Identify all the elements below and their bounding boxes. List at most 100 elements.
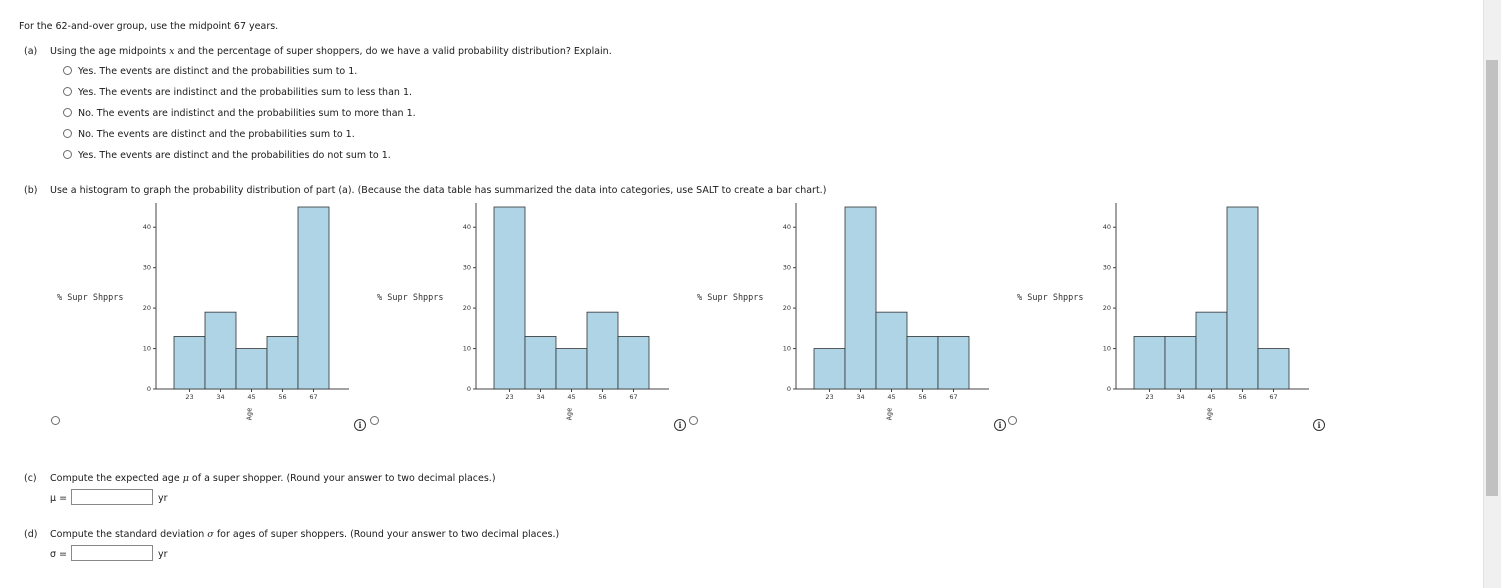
option-3-radio[interactable] (63, 108, 72, 117)
y-tick-label: 10 (143, 345, 151, 353)
part-d-label: (d) (24, 529, 38, 540)
histogram-option-3: % Supr Shpprs 0 10 20 30 40 23 34 45 56 67 Age (695, 203, 995, 428)
bar (844, 206, 877, 390)
part-c-label: (c) (24, 473, 37, 484)
y-tick-label: 40 (463, 223, 471, 231)
x-tick-label: 56 (598, 393, 606, 401)
option-1-radio[interactable] (63, 66, 72, 75)
option-4-radio[interactable] (63, 129, 72, 138)
sigma-unit: yr (158, 549, 168, 560)
chart-option-4-radio[interactable] (1008, 416, 1017, 425)
option-4-label[interactable]: No. The events are distinct and the prob… (78, 129, 355, 140)
bar (617, 336, 650, 390)
y-tick-label: 40 (143, 223, 151, 231)
x-tick-label: 45 (1207, 393, 1215, 401)
x-tick-label: 23 (825, 393, 833, 401)
expected-age-input[interactable] (71, 489, 153, 505)
x-tick-label: 67 (949, 393, 957, 401)
y-axis-label: % Supr Shpprs (57, 293, 124, 303)
y-tick-label: 30 (463, 264, 471, 272)
x-tick-label: 67 (629, 393, 637, 401)
option-1-label[interactable]: Yes. The events are distinct and the pro… (78, 66, 358, 77)
option-2-label[interactable]: Yes. The events are indistinct and the p… (78, 87, 413, 98)
bar (1257, 348, 1290, 390)
histogram-option-2: % Supr Shpprs 0 10 20 30 40 23 34 45 56 67 Age (375, 203, 675, 428)
y-tick-label: 40 (783, 223, 791, 231)
x-axis-label: Age (566, 408, 574, 421)
x-tick-label: 67 (309, 393, 317, 401)
info-icon[interactable]: i (354, 419, 366, 431)
y-tick-label: 20 (463, 304, 471, 312)
chart-option-2-radio[interactable] (370, 416, 379, 425)
x-tick-label: 34 (536, 393, 544, 401)
bar (875, 311, 908, 390)
y-tick-label: 0 (787, 385, 791, 393)
bar (1164, 336, 1197, 390)
y-tick-label: 40 (1103, 223, 1111, 231)
y-axis-label: % Supr Shpprs (377, 293, 444, 303)
chart-option-3-radio[interactable] (689, 416, 698, 425)
bar (235, 348, 268, 390)
y-tick-label: 20 (143, 304, 151, 312)
bar (173, 336, 206, 390)
option-2-radio[interactable] (63, 87, 72, 96)
y-tick-label: 30 (783, 264, 791, 272)
x-axis-label: Age (246, 408, 254, 421)
bar (204, 311, 237, 390)
bar (937, 336, 970, 390)
y-tick-label: 10 (1103, 345, 1111, 353)
mu-unit: yr (158, 493, 168, 504)
bar (524, 336, 557, 390)
bar (906, 336, 939, 390)
info-icon[interactable]: i (994, 419, 1006, 431)
x-axis-label: Age (886, 408, 894, 421)
histogram-svg: % Supr Shpprs 0 10 20 30 40 23 34 45 56 67 Age (697, 203, 989, 421)
chart-option-1-radio[interactable] (51, 416, 60, 425)
x-axis-label: Age (1206, 408, 1214, 421)
y-tick-label: 20 (1103, 304, 1111, 312)
sigma-field-label: σ = (50, 549, 68, 560)
x-tick-label: 23 (185, 393, 193, 401)
bar (555, 348, 588, 390)
y-tick-label: 0 (467, 385, 471, 393)
option-5-label[interactable]: Yes. The events are distinct and the pro… (78, 150, 391, 161)
part-b-label: (b) (24, 185, 38, 196)
part-b-question: Use a histogram to graph the probability… (50, 185, 827, 196)
std-dev-input[interactable] (71, 545, 153, 561)
part-c-question: Compute the expected age μ of a super sh… (50, 473, 496, 484)
option-5-radio[interactable] (63, 150, 72, 159)
part-a-question: Using the age midpoints x and the percen… (50, 46, 612, 57)
x-tick-label: 56 (918, 393, 926, 401)
part-d-question: Compute the standard deviation σ for age… (50, 529, 560, 540)
x-tick-label: 34 (1176, 393, 1184, 401)
mu-field-label: μ = (50, 493, 68, 504)
bar (1226, 206, 1259, 390)
part-a-label: (a) (24, 46, 38, 57)
histogram-svg: % Supr Shpprs 0 10 20 30 40 23 34 45 56 67 Age (57, 203, 349, 421)
y-tick-label: 0 (147, 385, 151, 393)
y-axis-label: % Supr Shpprs (697, 293, 764, 303)
histogram-svg: % Supr Shpprs 0 10 20 30 40 23 34 45 56 67 Age (377, 203, 669, 421)
histogram-option-1: % Supr Shpprs 0 10 20 30 40 23 34 45 56 67 Age (55, 203, 355, 428)
x-tick-label: 23 (1145, 393, 1153, 401)
histogram-option-4: % Supr Shpprs 0 10 20 30 40 23 34 45 56 67 Age (1015, 203, 1315, 428)
option-3-label[interactable]: No. The events are indistinct and the pr… (78, 108, 416, 119)
y-tick-label: 0 (1107, 385, 1111, 393)
y-tick-label: 10 (783, 345, 791, 353)
scrollbar-thumb[interactable] (1486, 60, 1498, 496)
info-icon[interactable]: i (674, 419, 686, 431)
x-tick-label: 56 (278, 393, 286, 401)
bar (813, 348, 846, 390)
x-tick-label: 45 (887, 393, 895, 401)
x-tick-label: 67 (1269, 393, 1277, 401)
info-icon[interactable]: i (1313, 419, 1325, 431)
bar (493, 206, 526, 390)
x-tick-label: 56 (1238, 393, 1246, 401)
x-tick-label: 45 (247, 393, 255, 401)
x-tick-label: 34 (216, 393, 224, 401)
y-tick-label: 20 (783, 304, 791, 312)
y-tick-label: 10 (463, 345, 471, 353)
y-tick-label: 30 (1103, 264, 1111, 272)
x-tick-label: 45 (567, 393, 575, 401)
y-tick-label: 30 (143, 264, 151, 272)
